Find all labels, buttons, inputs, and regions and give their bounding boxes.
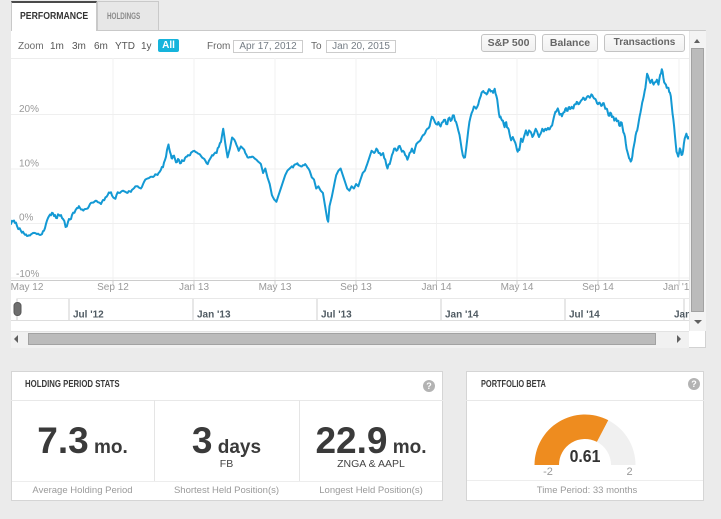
svg-text:0.61: 0.61 xyxy=(570,446,601,466)
svg-text:Jul '12: Jul '12 xyxy=(73,310,104,321)
svg-text:Jan '15: Jan '15 xyxy=(674,310,689,321)
svg-text:Jan '15: Jan '15 xyxy=(663,282,689,293)
svg-text:Jul '14: Jul '14 xyxy=(569,310,600,321)
svg-text:Jan 14: Jan 14 xyxy=(421,282,451,293)
svg-text:10%: 10% xyxy=(19,159,39,170)
svg-text:Jan '14: Jan '14 xyxy=(445,310,479,321)
svg-text:May 12: May 12 xyxy=(11,282,44,293)
svg-text:Jan 13: Jan 13 xyxy=(179,282,209,293)
svg-text:Jan '13: Jan '13 xyxy=(197,310,231,321)
svg-text:Sep 12: Sep 12 xyxy=(97,282,129,293)
svg-text:0%: 0% xyxy=(19,213,34,224)
svg-text:-2: -2 xyxy=(543,466,553,478)
svg-text:Sep 13: Sep 13 xyxy=(340,282,372,293)
svg-text:20%: 20% xyxy=(19,104,39,115)
svg-text:2: 2 xyxy=(626,466,632,478)
svg-text:May 13: May 13 xyxy=(259,282,292,293)
svg-text:Jul '13: Jul '13 xyxy=(321,310,352,321)
svg-text:May 14: May 14 xyxy=(501,282,534,293)
svg-text:-10%: -10% xyxy=(16,269,39,280)
svg-text:Sep 14: Sep 14 xyxy=(582,282,614,293)
